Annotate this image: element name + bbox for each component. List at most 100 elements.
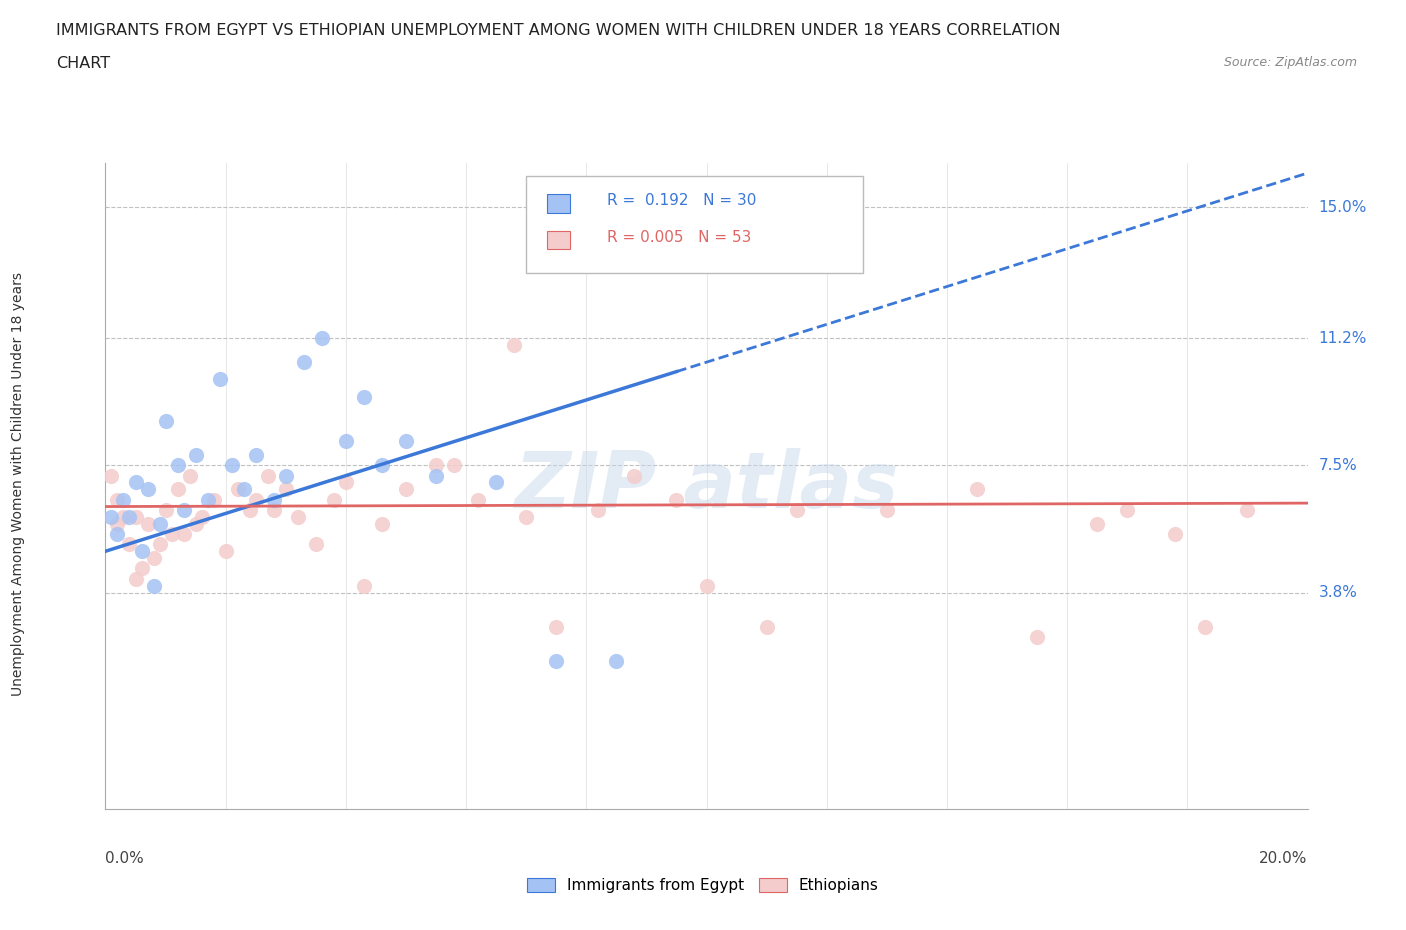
Point — [1164, 526, 1187, 541]
Point — [131, 544, 153, 559]
Text: 20.0%: 20.0% — [1260, 851, 1308, 866]
Point — [100, 510, 122, 525]
Point — [588, 502, 610, 517]
Point — [274, 468, 297, 483]
Text: 0.0%: 0.0% — [105, 851, 145, 866]
Point — [179, 468, 201, 483]
Point — [274, 482, 297, 497]
Point — [124, 571, 146, 586]
Text: 7.5%: 7.5% — [1319, 458, 1357, 472]
Point — [118, 537, 141, 551]
Point — [155, 413, 177, 428]
Point — [623, 468, 645, 483]
Point — [755, 619, 778, 634]
Point — [305, 537, 328, 551]
Point — [371, 516, 394, 531]
Point — [371, 458, 394, 472]
Point — [131, 561, 153, 576]
Point — [515, 510, 537, 525]
Point — [1085, 516, 1108, 531]
Point — [256, 468, 278, 483]
Point — [118, 510, 141, 525]
Point — [107, 516, 129, 531]
Point — [786, 502, 808, 517]
Point — [202, 492, 225, 507]
Point — [214, 544, 236, 559]
Point — [966, 482, 988, 497]
Point — [287, 510, 309, 525]
Text: Unemployment Among Women with Children Under 18 years: Unemployment Among Women with Children U… — [11, 272, 25, 696]
Point — [239, 502, 262, 517]
Point — [335, 433, 357, 448]
Point — [184, 447, 207, 462]
Text: IMMIGRANTS FROM EGYPT VS ETHIOPIAN UNEMPLOYMENT AMONG WOMEN WITH CHILDREN UNDER : IMMIGRANTS FROM EGYPT VS ETHIOPIAN UNEMP… — [56, 23, 1060, 38]
Point — [184, 516, 207, 531]
Point — [142, 578, 165, 593]
FancyBboxPatch shape — [526, 176, 863, 272]
Point — [197, 492, 219, 507]
Point — [124, 510, 146, 525]
Text: 15.0%: 15.0% — [1319, 200, 1367, 215]
Point — [485, 475, 508, 490]
Point — [166, 482, 188, 497]
Point — [107, 492, 129, 507]
Point — [503, 338, 526, 352]
Point — [467, 492, 489, 507]
Text: Source: ZipAtlas.com: Source: ZipAtlas.com — [1223, 56, 1357, 69]
Point — [425, 468, 447, 483]
Point — [160, 526, 183, 541]
Text: 3.8%: 3.8% — [1319, 585, 1358, 600]
Point — [232, 482, 254, 497]
Text: R = 0.005   N = 53: R = 0.005 N = 53 — [607, 230, 751, 245]
Point — [353, 389, 375, 404]
Point — [148, 516, 170, 531]
Point — [112, 510, 135, 525]
Point — [136, 482, 159, 497]
FancyBboxPatch shape — [547, 194, 571, 213]
Point — [546, 654, 568, 669]
Point — [1026, 630, 1049, 644]
Point — [107, 526, 129, 541]
Point — [335, 475, 357, 490]
Point — [1236, 502, 1258, 517]
Point — [148, 537, 170, 551]
Point — [221, 458, 243, 472]
FancyBboxPatch shape — [547, 232, 571, 249]
Point — [142, 551, 165, 565]
Text: 11.2%: 11.2% — [1319, 330, 1367, 346]
Point — [876, 502, 898, 517]
Point — [208, 372, 231, 387]
Point — [173, 502, 195, 517]
Point — [245, 492, 267, 507]
Point — [190, 510, 212, 525]
Point — [395, 433, 418, 448]
Point — [263, 492, 285, 507]
Point — [665, 492, 688, 507]
Text: ZIP atlas: ZIP atlas — [515, 448, 898, 524]
Point — [155, 502, 177, 517]
Point — [112, 492, 135, 507]
Point — [395, 482, 418, 497]
Point — [1194, 619, 1216, 634]
Point — [263, 502, 285, 517]
Text: R =  0.192   N = 30: R = 0.192 N = 30 — [607, 193, 756, 207]
Point — [245, 447, 267, 462]
Point — [100, 468, 122, 483]
Point — [124, 475, 146, 490]
Point — [696, 578, 718, 593]
Point — [443, 458, 465, 472]
Text: CHART: CHART — [56, 56, 110, 71]
Legend: Immigrants from Egypt, Ethiopians: Immigrants from Egypt, Ethiopians — [522, 871, 884, 899]
Point — [546, 619, 568, 634]
Point — [311, 331, 333, 346]
Point — [173, 526, 195, 541]
Point — [1116, 502, 1139, 517]
Point — [322, 492, 344, 507]
Point — [136, 516, 159, 531]
Point — [425, 458, 447, 472]
Point — [605, 654, 627, 669]
Point — [353, 578, 375, 593]
Point — [292, 354, 315, 369]
Point — [166, 458, 188, 472]
Point — [226, 482, 249, 497]
